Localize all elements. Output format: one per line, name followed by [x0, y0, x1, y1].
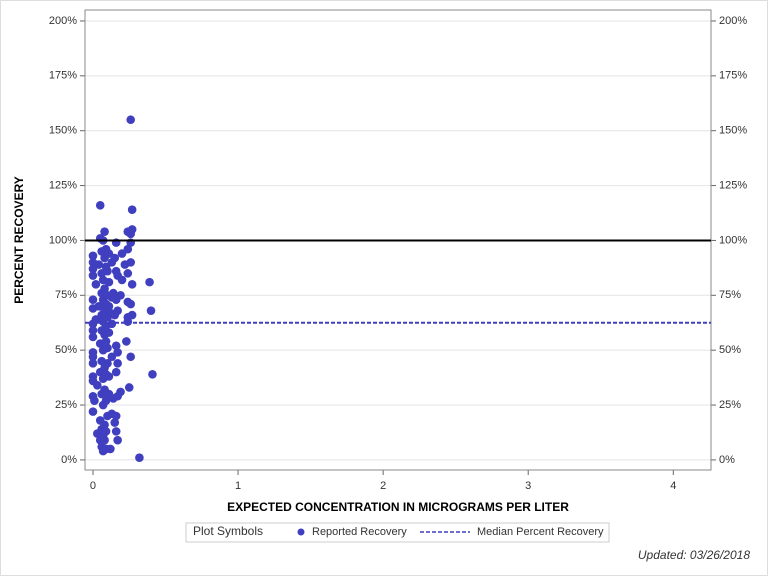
data-point	[88, 271, 98, 280]
data-point	[123, 317, 133, 326]
x-axis-title: EXPECTED CONCENTRATION IN MICROGRAMS PER…	[227, 500, 569, 514]
y-tick-label: 175%	[49, 70, 77, 82]
data-point	[100, 284, 109, 294]
y2-tick-label: 125%	[719, 179, 747, 191]
data-point	[88, 407, 98, 416]
footer: Updated: 03/26/2018	[638, 548, 750, 562]
data-point	[117, 275, 127, 285]
data-point	[88, 332, 98, 342]
legend-marker	[297, 528, 305, 536]
x-tick-label: 3	[525, 480, 531, 492]
x-tick-label: 4	[670, 480, 676, 492]
data-point	[127, 310, 137, 320]
data-point	[104, 277, 114, 287]
data-point	[100, 420, 109, 430]
y-axis-title: PERCENT RECOVERY	[12, 176, 26, 304]
data-point	[88, 295, 98, 304]
data-point	[88, 326, 98, 335]
y-tick-label: 25%	[55, 399, 77, 411]
data-point	[103, 343, 112, 353]
y2-tick-label: 100%	[719, 234, 747, 246]
data-point	[103, 359, 112, 368]
data-point	[91, 280, 101, 289]
data-point	[126, 352, 135, 362]
data-point	[101, 337, 111, 346]
y2-tick-label: 50%	[719, 344, 741, 356]
data-point	[108, 288, 118, 298]
data-point	[123, 244, 133, 254]
data-point	[95, 201, 105, 210]
data-point	[100, 435, 109, 445]
data-point	[116, 387, 125, 397]
data-point	[113, 435, 122, 445]
data-point	[104, 301, 114, 311]
y-tick-label: 200%	[49, 15, 77, 27]
data-point	[113, 306, 122, 315]
data-point	[110, 253, 120, 263]
data-point	[124, 383, 134, 392]
data-point	[111, 367, 121, 377]
data-point	[123, 269, 133, 278]
y2-tick-label: 175%	[719, 70, 747, 82]
data-point	[88, 352, 98, 362]
data-point	[90, 396, 99, 405]
x-tick-label: 0	[90, 480, 96, 492]
data-point	[127, 280, 137, 289]
data-point	[126, 115, 135, 125]
data-point	[88, 251, 98, 261]
data-point	[127, 225, 137, 234]
y2-tick-label: 75%	[719, 289, 741, 301]
data-point	[100, 227, 109, 236]
data-point	[122, 337, 131, 346]
data-point	[135, 453, 144, 463]
y-tick-label: 125%	[49, 179, 77, 191]
y2-tick-label: 25%	[719, 399, 741, 411]
y-tick-label: 100%	[49, 234, 77, 246]
x-tick-label: 2	[380, 480, 386, 492]
legend-box	[185, 522, 610, 543]
data-point	[101, 427, 111, 436]
data-point	[126, 299, 135, 309]
data-point	[126, 258, 135, 267]
y-tick-label: 0%	[61, 454, 77, 466]
data-point	[103, 266, 112, 276]
data-point	[145, 277, 154, 287]
legend-label: Reported Recovery	[312, 526, 407, 538]
data-point	[111, 411, 121, 421]
data-point	[111, 341, 121, 351]
data-point	[88, 359, 98, 368]
data-point	[146, 306, 156, 315]
data-point	[111, 427, 121, 436]
data-point	[127, 205, 137, 215]
data-point	[148, 370, 157, 379]
legend-label: Median Percent Recovery	[477, 526, 604, 538]
data-point	[106, 444, 115, 454]
y-tick-label: 50%	[55, 344, 77, 356]
legend-title: Plot Symbols	[193, 524, 263, 538]
x-tick-label: 1	[235, 480, 241, 492]
y-tick-label: 75%	[55, 289, 77, 301]
y2-tick-label: 0%	[719, 454, 735, 466]
data-point	[94, 260, 104, 269]
data-point	[113, 348, 122, 357]
data-point	[93, 380, 102, 390]
y2-tick-label: 200%	[719, 15, 747, 27]
y2-tick-label: 150%	[719, 125, 747, 137]
data-point	[116, 291, 125, 300]
data-point	[107, 319, 117, 329]
y-tick-label: 150%	[49, 125, 77, 137]
data-point	[104, 372, 114, 381]
data-point	[110, 418, 120, 427]
data-point	[101, 396, 111, 405]
data-point	[113, 359, 122, 368]
data-point	[104, 328, 114, 337]
